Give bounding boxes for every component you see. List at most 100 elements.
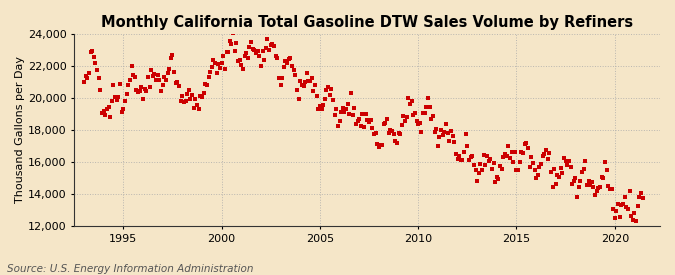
Point [364, 120, 375, 124]
Point [441, 122, 452, 126]
Point [111, 98, 122, 102]
Point [85, 50, 96, 54]
Point [448, 133, 458, 138]
Point [303, 79, 314, 83]
Point [161, 78, 171, 82]
Point [224, 39, 235, 43]
Point [375, 143, 386, 147]
Title: Monthly California Total Gasoline DTW Sales Volume by Refiners: Monthly California Total Gasoline DTW Sa… [101, 15, 633, 30]
Point [560, 159, 571, 163]
Point [295, 79, 306, 83]
Point [503, 144, 514, 148]
Point [426, 117, 437, 122]
Point [311, 94, 322, 99]
Point [116, 110, 127, 114]
Point [141, 89, 152, 94]
Point [537, 154, 548, 158]
Point [475, 162, 486, 167]
Point [324, 93, 335, 98]
Point [621, 205, 632, 210]
Point [552, 173, 563, 178]
Point [500, 152, 510, 156]
Point [82, 76, 92, 80]
Point [573, 185, 584, 189]
Point [373, 144, 384, 149]
Point [465, 155, 476, 160]
Point [230, 49, 240, 53]
Point [467, 154, 478, 159]
Point [139, 86, 150, 91]
Point [269, 44, 279, 48]
Point [534, 165, 545, 169]
Point [591, 189, 602, 193]
Point [365, 118, 376, 122]
Point [331, 107, 342, 111]
Point [177, 94, 188, 98]
Point [184, 88, 194, 92]
Point [215, 65, 225, 70]
Point [387, 129, 398, 133]
Point [333, 124, 344, 128]
Point [360, 112, 371, 116]
Point [254, 53, 265, 58]
Point [429, 130, 440, 134]
Point [219, 67, 230, 71]
Point [308, 89, 319, 94]
Point [578, 167, 589, 171]
Point [239, 54, 250, 59]
Point [273, 76, 284, 80]
Point [123, 83, 134, 87]
Point [287, 63, 298, 68]
Point [107, 99, 117, 103]
Point [105, 115, 115, 119]
Point [498, 155, 509, 159]
Point [281, 60, 292, 65]
Point [626, 214, 637, 218]
Point [418, 111, 429, 115]
Point [334, 119, 345, 123]
Point [231, 41, 242, 46]
Point [338, 106, 348, 110]
Point [524, 165, 535, 170]
Point [545, 169, 556, 174]
Point [457, 158, 468, 163]
Point [192, 103, 202, 108]
Point [470, 168, 481, 172]
Point [585, 183, 595, 187]
Point [381, 117, 392, 122]
Point [149, 72, 160, 76]
Point [614, 215, 625, 219]
Point [622, 207, 633, 211]
Point [169, 70, 180, 75]
Point [583, 179, 594, 184]
Point [491, 175, 502, 179]
Point [151, 77, 161, 82]
Point [624, 189, 635, 193]
Point [392, 141, 402, 145]
Point [396, 123, 407, 127]
Point [172, 79, 183, 84]
Point [339, 110, 350, 115]
Point [288, 68, 299, 72]
Point [87, 49, 98, 53]
Point [549, 167, 560, 171]
Point [95, 88, 106, 92]
Point [610, 216, 620, 220]
Point [595, 185, 605, 189]
Point [323, 85, 333, 90]
Point [304, 78, 315, 83]
Point [618, 202, 628, 206]
Point [122, 92, 132, 96]
Point [479, 153, 489, 158]
Point [182, 92, 192, 96]
Point [146, 68, 157, 72]
Point [113, 95, 124, 100]
Point [468, 163, 479, 167]
Point [200, 82, 211, 86]
Point [462, 144, 472, 148]
Point [504, 156, 515, 161]
Point [356, 124, 367, 128]
Point [630, 219, 641, 224]
Point [562, 163, 572, 167]
Point [238, 67, 248, 71]
